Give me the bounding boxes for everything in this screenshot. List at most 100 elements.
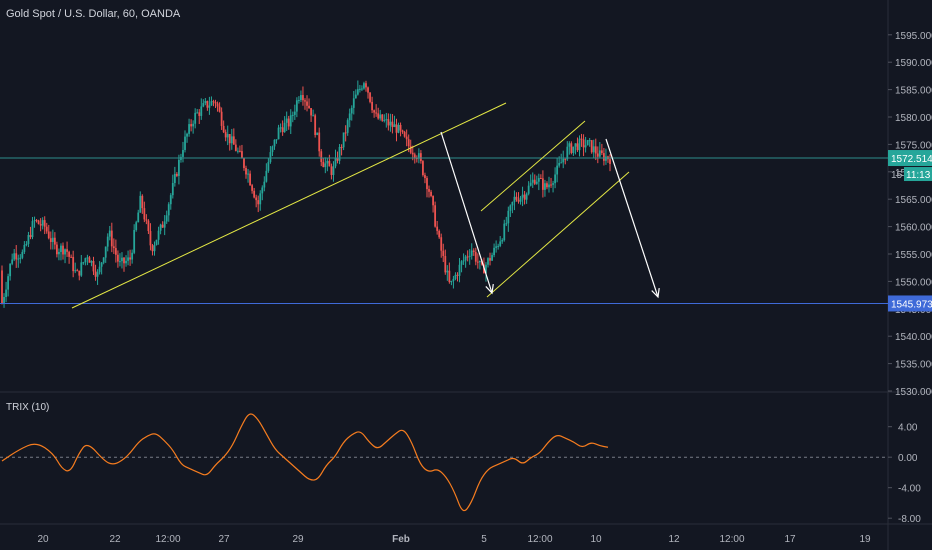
candle-body [275, 139, 278, 141]
candle-body [17, 258, 20, 260]
candle-body [218, 106, 221, 112]
candle-body [232, 136, 235, 145]
candle-body [407, 139, 410, 147]
candle-body [558, 162, 561, 166]
rising-trendline [71, 102, 507, 309]
candle-body [456, 274, 459, 276]
candle-body [590, 140, 593, 153]
candle-body [454, 274, 457, 279]
candle-body [131, 252, 134, 260]
candle-body [202, 103, 205, 107]
candle-body [440, 237, 443, 251]
candle-body [535, 181, 538, 184]
candle-body [466, 256, 469, 258]
candle-body [373, 110, 376, 113]
candle-body [259, 193, 262, 205]
candle-body [344, 132, 347, 134]
candle-body [602, 153, 605, 161]
candle-body [399, 124, 402, 131]
candle-body [371, 101, 373, 111]
candle-body [100, 262, 103, 267]
candle-body [389, 121, 392, 126]
time-label: 5 [481, 534, 487, 545]
candle-body [212, 101, 215, 103]
candle-body [86, 257, 89, 259]
candle-body [287, 118, 290, 127]
candle-body [381, 114, 384, 121]
candle-body [281, 127, 284, 133]
candle-body [566, 146, 569, 160]
candle-body [149, 231, 152, 246]
candle-body [165, 215, 168, 222]
candle-body [123, 257, 125, 264]
candle-body [273, 139, 276, 147]
candle-body [570, 143, 573, 153]
candle-body [127, 257, 129, 261]
candle-body [531, 179, 534, 183]
candle-body [157, 230, 160, 240]
candle-body [169, 195, 172, 205]
candle-body [74, 270, 77, 272]
candle-body [178, 159, 180, 176]
candle-body [458, 264, 461, 276]
candle-body [326, 160, 329, 164]
candle-body [245, 167, 247, 175]
current-price-label: 1572.514 [891, 154, 932, 165]
candle-body [147, 220, 150, 232]
candle-body [318, 132, 321, 152]
candle-body [334, 157, 337, 167]
candle-body [409, 146, 412, 153]
candle-body [312, 115, 315, 117]
candle-body [554, 174, 556, 184]
candle-body [255, 197, 258, 201]
candle-body [474, 252, 477, 262]
candle-body [472, 250, 475, 253]
price-tick-label: 1590.000 [895, 58, 932, 69]
candle-body [167, 204, 170, 216]
candle-body [58, 251, 60, 255]
candle-body [533, 179, 536, 184]
candle-body [3, 297, 5, 304]
candle-body [527, 185, 530, 194]
time-label: 17 [784, 534, 796, 545]
candle-body [151, 245, 154, 252]
candle-body [9, 263, 12, 277]
candle-body [173, 173, 176, 183]
candle-body [159, 224, 162, 231]
candle-body [529, 182, 532, 186]
candle-body [438, 230, 441, 238]
candle-body [550, 184, 552, 186]
axes: 1595.000 1590.000 1585.000 1580.000 1575.000… [37, 31, 932, 545]
candle-body [269, 152, 272, 163]
candle-body [556, 165, 559, 175]
candle-body [98, 266, 101, 273]
candle-body [76, 270, 79, 272]
candle-body [568, 143, 571, 147]
candle-body [43, 220, 46, 227]
support-price-label-bg [888, 295, 932, 312]
candle-body [348, 113, 351, 121]
candle-body [37, 220, 40, 225]
candle-body [5, 289, 7, 298]
candle-body [106, 236, 109, 247]
candle-body [253, 190, 256, 198]
candle-body [198, 112, 201, 116]
channel-lower-line [486, 171, 630, 298]
time-label: Feb [392, 534, 410, 545]
price-tick-label: 1575.000 [895, 140, 932, 151]
candle-body [375, 112, 378, 114]
candle-body [53, 237, 56, 245]
price-tick-label: 1535.000 [895, 360, 932, 371]
time-label: 12:00 [719, 534, 744, 545]
candle-body [393, 124, 396, 128]
time-label: 22 [109, 534, 121, 545]
candle-body [501, 240, 504, 242]
candle-body [239, 150, 241, 152]
candle-body [523, 194, 526, 200]
candle-body [110, 230, 113, 247]
candle-body [271, 146, 274, 153]
candle-body [434, 205, 437, 227]
candle-body [279, 127, 282, 129]
candle-body [88, 257, 91, 263]
